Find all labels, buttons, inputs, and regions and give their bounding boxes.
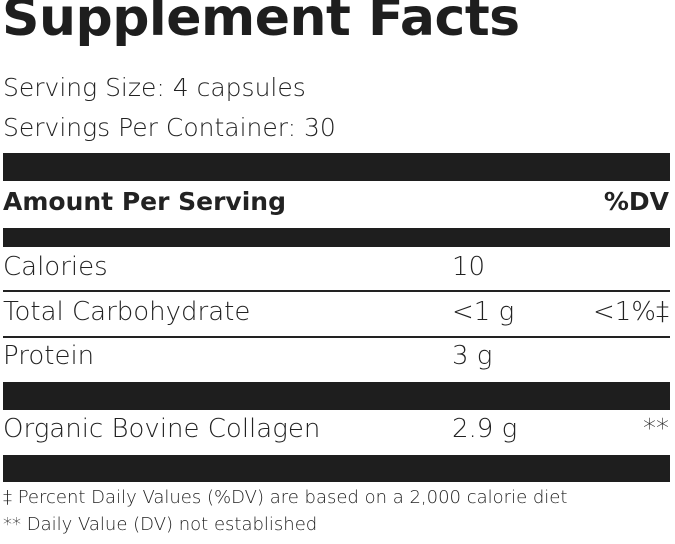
divider-bar	[3, 153, 670, 181]
nutrient-amount: 2.9 g	[452, 414, 518, 444]
dv-header: %DV	[603, 187, 669, 216]
amount-per-serving-header: Amount Per Serving	[3, 187, 286, 216]
nutrient-name: Total Carbohydrate	[3, 297, 251, 327]
servings-per-container: Servings Per Container: 30	[3, 113, 336, 142]
divider-line	[3, 336, 670, 338]
divider-line	[3, 290, 670, 292]
divider-bar	[3, 228, 670, 247]
nutrient-amount: <1 g	[452, 297, 515, 327]
nutrient-name: Protein	[3, 341, 95, 371]
nutrient-name: Calories	[3, 252, 108, 282]
nutrient-dv: <1%‡	[592, 297, 669, 327]
nutrient-dv: **	[643, 414, 669, 444]
divider-bar	[3, 455, 670, 482]
label-title: Supplement Facts	[2, 0, 520, 48]
nutrient-amount: 10	[452, 252, 486, 282]
nutrient-amount: 3 g	[452, 341, 493, 371]
nutrient-name: Organic Bovine Collagen	[3, 414, 321, 444]
footnote-dv-not-established: ** Daily Value (DV) not established	[3, 514, 318, 535]
divider-bar	[3, 382, 670, 410]
footnote-dv-basis: ‡ Percent Daily Values (%DV) are based o…	[3, 487, 568, 508]
serving-size: Serving Size: 4 capsules	[3, 73, 306, 102]
